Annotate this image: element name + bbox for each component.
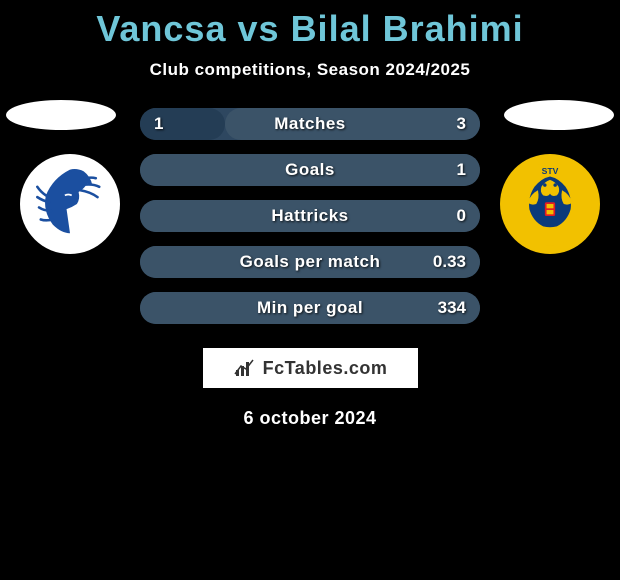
stat-label: Hattricks: [271, 206, 348, 226]
vs-text: vs: [238, 8, 280, 49]
stat-value-left: 1: [154, 114, 163, 134]
team2-badge: STV: [500, 154, 600, 254]
player2-oval: [504, 100, 614, 130]
brand-text: FcTables.com: [263, 358, 388, 379]
stat-value-right: 0: [457, 206, 466, 226]
stat-value-right: 334: [438, 298, 466, 318]
stat-value-right: 3: [457, 114, 466, 134]
brand-box[interactable]: FcTables.com: [203, 348, 418, 388]
stat-row: Goals 1: [140, 154, 480, 186]
indian-head-icon: [27, 161, 113, 247]
stat-bar-left: [140, 108, 225, 140]
stat-label: Min per goal: [257, 298, 363, 318]
content-area: STV 1 Matches 3 Goals 1 Hattricks 0 Goals per m…: [0, 108, 620, 429]
comparison-container: Vancsa vs Bilal Brahimi Club competition…: [0, 0, 620, 429]
player1-name: Vancsa: [96, 8, 226, 49]
stat-row: Goals per match 0.33: [140, 246, 480, 278]
stat-value-right: 1: [457, 160, 466, 180]
stat-label: Goals: [285, 160, 335, 180]
stats-list: 1 Matches 3 Goals 1 Hattricks 0 Goals per match…: [140, 108, 480, 324]
page-title: Vancsa vs Bilal Brahimi: [0, 8, 620, 50]
stat-label: Matches: [274, 114, 346, 134]
stat-bar-right: [225, 108, 480, 140]
team1-badge: [20, 154, 120, 254]
player1-oval: [6, 100, 116, 130]
player2-name: Bilal Brahimi: [291, 8, 524, 49]
date-text: 6 october 2024: [0, 408, 620, 429]
stat-value-right: 0.33: [433, 252, 466, 272]
subtitle: Club competitions, Season 2024/2025: [0, 60, 620, 80]
stat-row: 1 Matches 3: [140, 108, 480, 140]
chart-icon: [233, 356, 257, 380]
stat-label: Goals per match: [240, 252, 381, 272]
stat-row: Hattricks 0: [140, 200, 480, 232]
svg-text:STV: STV: [542, 166, 559, 176]
stat-row: Min per goal 334: [140, 292, 480, 324]
eagle-crest-icon: STV: [507, 161, 593, 247]
